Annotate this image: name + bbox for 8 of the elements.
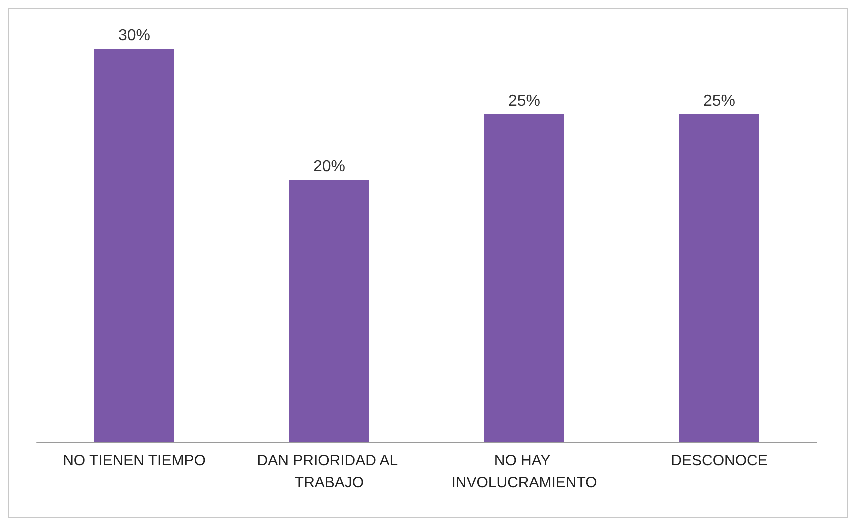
data-label: 25% — [703, 93, 736, 110]
x-tick-label: DESCONOCE — [671, 452, 768, 470]
x-tick-label: NO TIENEN TIEMPO — [63, 452, 206, 470]
data-label: 30% — [118, 28, 151, 44]
x-tick-label: NO HAY INVOLUCRAMIENTO — [452, 452, 598, 492]
x-tick-label: DAN PRIORIDAD AL TRABAJO — [257, 452, 402, 492]
data-label: 25% — [508, 93, 541, 110]
data-label: 20% — [313, 158, 346, 176]
